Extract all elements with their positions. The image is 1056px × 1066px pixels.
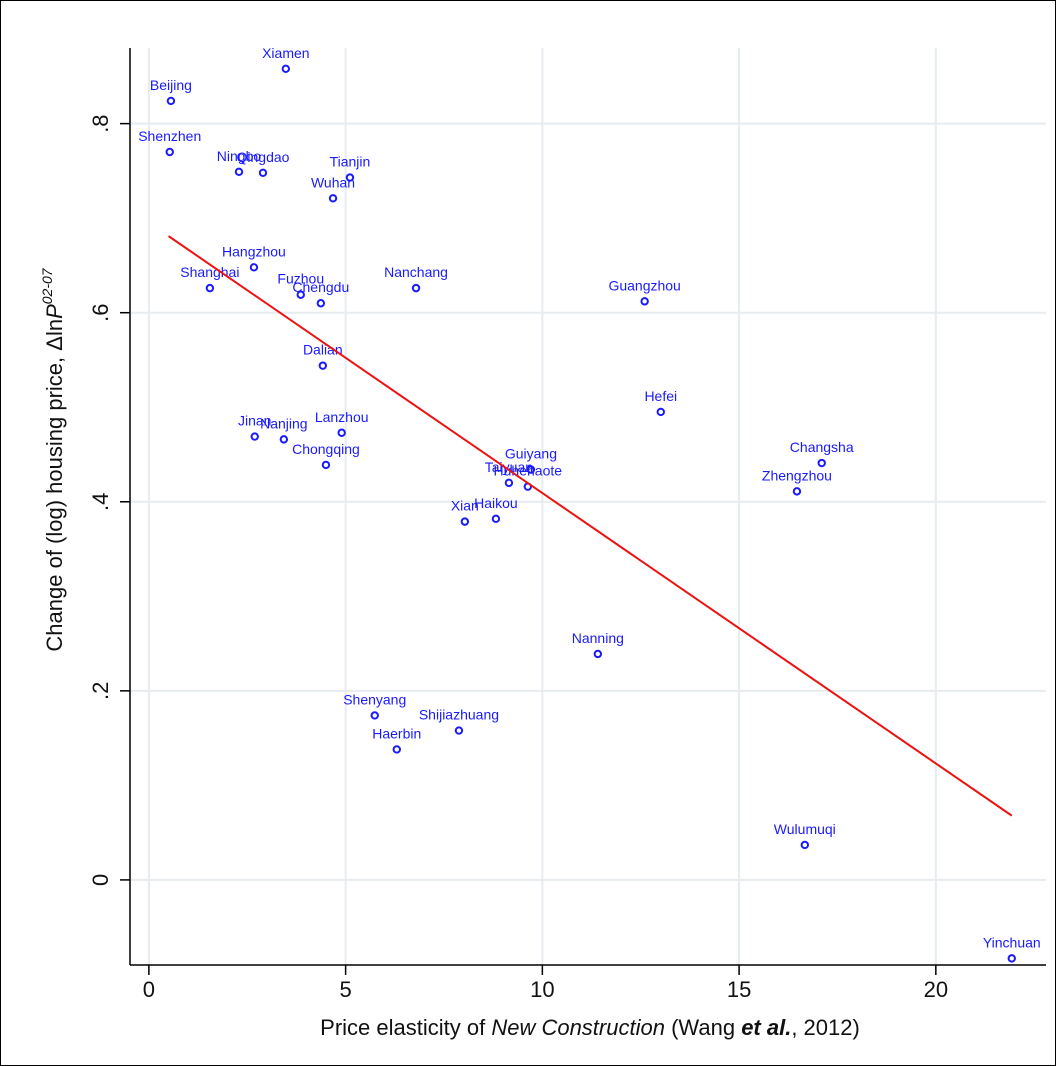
fit-line — [167, 235, 1013, 817]
point — [392, 745, 401, 754]
y-tick-label: .2 — [88, 682, 113, 700]
point-label: Fuzhou — [277, 271, 324, 287]
x-title-part: et al. — [741, 1015, 791, 1040]
point — [454, 726, 464, 735]
point-label: Nanning — [572, 630, 624, 646]
point — [249, 263, 259, 272]
y-tick-label: .8 — [88, 114, 113, 132]
point-label: Shenyang — [343, 691, 406, 707]
point — [345, 173, 355, 182]
point — [258, 168, 268, 177]
point — [234, 167, 244, 177]
point-label: Zhengzhou — [762, 467, 832, 483]
point — [328, 194, 338, 203]
point-label: Wuhan — [311, 174, 355, 190]
x-title-part: (Wang — [665, 1015, 741, 1040]
point-label: Xian — [451, 498, 479, 514]
point-label: Beijing — [150, 77, 192, 93]
point-label: Ningbo — [217, 148, 262, 164]
point — [370, 711, 379, 720]
point — [205, 283, 215, 293]
point-label: Nanjing — [260, 415, 307, 431]
x-axis-title: Price elasticity of New Construction (Wa… — [320, 1015, 860, 1040]
x-tick-label: 15 — [727, 977, 751, 1002]
y-title-part: P — [42, 304, 67, 319]
point-label: Qingdao — [237, 149, 290, 165]
point — [321, 460, 331, 470]
point — [460, 517, 470, 526]
point — [411, 283, 421, 293]
point — [281, 64, 291, 73]
point-label: Lanzhou — [315, 409, 369, 425]
y-tick-label: 0 — [88, 874, 113, 886]
point — [526, 465, 536, 474]
y-tick-label: .4 — [88, 493, 113, 511]
point-label: Shijiazhuang — [419, 707, 499, 723]
point-label: Shanghai — [180, 264, 239, 280]
point — [792, 487, 802, 496]
point — [296, 290, 305, 299]
point-label: Nanchang — [384, 264, 448, 280]
point — [166, 96, 176, 106]
point-label: Haikou — [474, 495, 518, 511]
point-label: Changsha — [790, 439, 854, 455]
point-label: Hangzhou — [222, 243, 286, 259]
point — [800, 840, 810, 850]
point — [640, 297, 649, 306]
point-label: Chengdu — [292, 279, 349, 295]
y-tick-label: .6 — [88, 304, 113, 322]
x-title-part: Price elasticity of — [320, 1015, 491, 1040]
point — [504, 478, 514, 488]
point — [337, 428, 346, 437]
x-title-part: , 2012) — [791, 1015, 860, 1040]
point — [593, 649, 603, 659]
point — [316, 299, 326, 308]
point-label: Wulumuqi — [774, 821, 836, 837]
point — [165, 147, 174, 157]
point-label: Dalian — [303, 342, 343, 358]
x-tick-label: 20 — [924, 977, 948, 1002]
point-label: Huhehaote — [494, 463, 563, 479]
y-title-part: Change of (log) housing price, Δln — [42, 319, 67, 652]
point-label: Yinchuan — [983, 934, 1041, 950]
point-label: Tianjin — [330, 154, 371, 170]
x-title-part: New Construction — [491, 1015, 665, 1040]
point — [491, 514, 501, 523]
point — [656, 407, 665, 417]
point-label: Guangzhou — [608, 277, 680, 293]
point — [817, 458, 826, 468]
y-title-part: 02-07 — [39, 267, 55, 304]
x-tick-label: 5 — [339, 977, 351, 1002]
point — [1007, 954, 1016, 963]
point — [250, 432, 259, 441]
point-label: Guiyang — [505, 446, 557, 462]
y-axis-title: Change of (log) housing price, ΔlnP02-07 — [39, 267, 67, 651]
point-label: Chongqing — [292, 441, 360, 457]
point-label: Shenzhen — [138, 128, 201, 144]
x-tick-label: 10 — [530, 977, 554, 1002]
x-tick-label: 0 — [143, 977, 155, 1002]
point-label: Xiamen — [262, 45, 309, 61]
point-label: Hefei — [644, 388, 677, 404]
point — [279, 435, 289, 444]
point-label: Haerbin — [372, 725, 421, 741]
point-label: Jinan — [238, 413, 271, 429]
point — [318, 361, 328, 370]
